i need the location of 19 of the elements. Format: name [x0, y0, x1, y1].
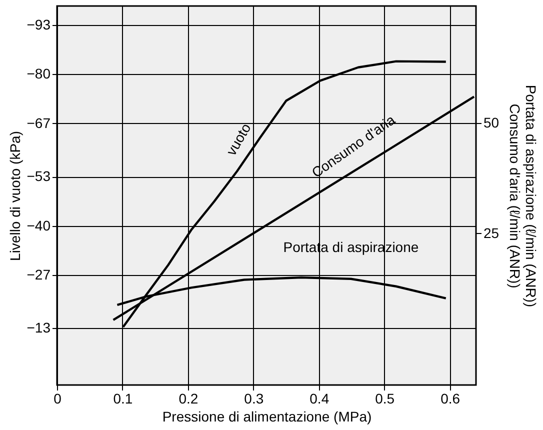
x-axis-title: Pressione di alimentazione (MPa) [162, 408, 372, 424]
y-tick-label: −40 [26, 217, 51, 234]
y-tick-label: −27 [26, 266, 51, 283]
x-tick-label: 0.2 [178, 390, 198, 406]
x-tick-label: 0.3 [244, 390, 264, 406]
y-axis-title: Livello di vuoto (kPa) [6, 131, 23, 261]
x-tick-label: 0.5 [375, 390, 395, 406]
x-tick-label: 0.4 [310, 390, 330, 406]
x-tick-label: 0.6 [440, 390, 460, 406]
y-tick-label: −80 [26, 66, 51, 82]
y2-axis-title: Portata di aspirazione (ℓ/min (ANR)) Consumo d'aria (ℓ/min (ANR)) [507, 84, 540, 308]
y-tick-label: −13 [26, 320, 51, 336]
x-tick-label: 0.1 [113, 390, 133, 406]
y-tick-label: −93 [26, 16, 51, 32]
x-tick-label: 0 [54, 390, 62, 406]
y-tick-label: −53 [26, 168, 51, 184]
y2-tick-label: 50 [484, 114, 500, 130]
y-tick-label: −67 [26, 114, 51, 131]
y2-tick-label: 25 [484, 224, 500, 241]
